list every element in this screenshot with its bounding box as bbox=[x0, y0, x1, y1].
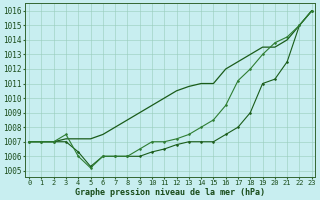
X-axis label: Graphe pression niveau de la mer (hPa): Graphe pression niveau de la mer (hPa) bbox=[76, 188, 265, 197]
